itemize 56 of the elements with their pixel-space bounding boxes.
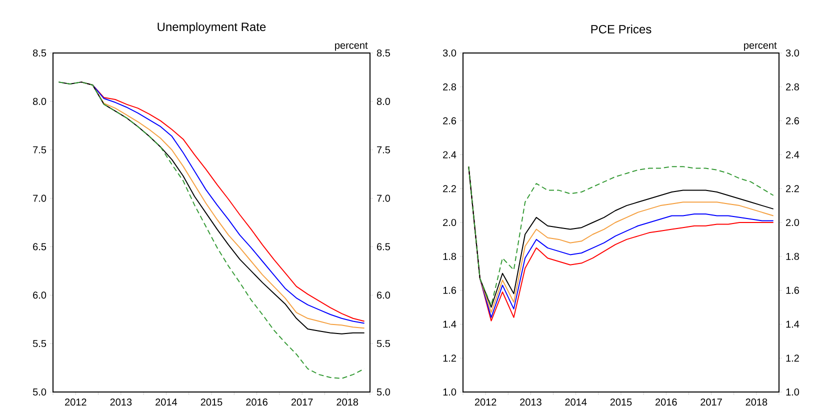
- y2-tick-label: 3.0: [786, 49, 800, 57]
- y2-tick-label: 7.0: [377, 194, 390, 202]
- y2-axis-title: percent: [744, 42, 777, 51]
- y-tick-label: 8.5: [33, 49, 46, 57]
- x-tick-label: 2013: [110, 398, 132, 406]
- y-tick-label: 2.8: [443, 83, 456, 90]
- y2-tick-label: 1.0: [786, 388, 800, 396]
- y-tick-label: 6.0: [33, 292, 46, 299]
- y-tick-label: 8.0: [33, 98, 46, 105]
- x-tick-label: 2014: [565, 398, 587, 406]
- y-tick-label: 1.4: [443, 320, 456, 328]
- y-tick-label: 1.0: [443, 388, 456, 396]
- y2-tick-label: 2.2: [786, 185, 799, 192]
- y2-tick-label: 2.4: [786, 151, 800, 158]
- y-tick-label: 1.8: [443, 252, 456, 260]
- y2-tick-label: 6.5: [377, 243, 390, 250]
- x-tick-label: 2014: [156, 398, 178, 406]
- chart-title: Unemployment Rate: [158, 22, 266, 34]
- x-tick-label: 2015: [200, 398, 222, 406]
- y-tick-label: 1.2: [443, 354, 456, 362]
- y-tick-label: 2.2: [443, 185, 456, 192]
- x-tick-label: 2018: [336, 398, 358, 406]
- x-tick-label: 2015: [610, 398, 632, 406]
- y2-tick-label: 8.0: [376, 98, 390, 105]
- y-tick-label: 1.6: [443, 286, 456, 294]
- x-tick-label: 2012: [65, 398, 86, 406]
- y2-tick-label: 2.0: [786, 218, 800, 226]
- y2-tick-label: 1.8: [786, 252, 799, 260]
- y2-tick-label: 7.5: [377, 146, 390, 154]
- y2-axis-title: percent: [335, 42, 368, 51]
- x-tick-label: 2012: [474, 398, 496, 406]
- y2-tick-label: 2.6: [786, 117, 799, 124]
- y2-tick-label: 5.5: [376, 340, 390, 348]
- x-tick-label: 2017: [700, 398, 722, 406]
- y2-tick-label: 1.6: [786, 286, 799, 294]
- y-tick-label: 6.5: [33, 243, 46, 250]
- x-tick-label: 2018: [746, 398, 768, 406]
- y-tick-label: 7.0: [33, 194, 46, 202]
- x-tick-label: 2016: [656, 398, 677, 406]
- y-tick-label: 2.0: [443, 218, 456, 226]
- y2-tick-label: 6.0: [377, 292, 390, 299]
- y2-tick-label: 1.2: [786, 354, 799, 362]
- y-tick-label: 5.5: [32, 340, 46, 348]
- x-tick-label: 2013: [520, 398, 542, 406]
- y2-tick-label: 5.0: [376, 388, 390, 396]
- y-tick-label: 5.0: [32, 388, 46, 396]
- x-tick-label: 2016: [246, 398, 268, 406]
- y-tick-label: 7.5: [33, 146, 46, 154]
- x-tick-label: 2017: [291, 398, 313, 406]
- y2-tick-label: 1.4: [786, 320, 800, 328]
- y-tick-label: 3.0: [442, 49, 456, 57]
- y2-tick-label: 8.5: [376, 49, 390, 57]
- y-tick-label: 2.4: [443, 151, 456, 158]
- y2-tick-label: 2.8: [786, 83, 799, 90]
- chart-title: PCE Prices: [591, 24, 652, 34]
- y-tick-label: 2.6: [443, 117, 456, 124]
